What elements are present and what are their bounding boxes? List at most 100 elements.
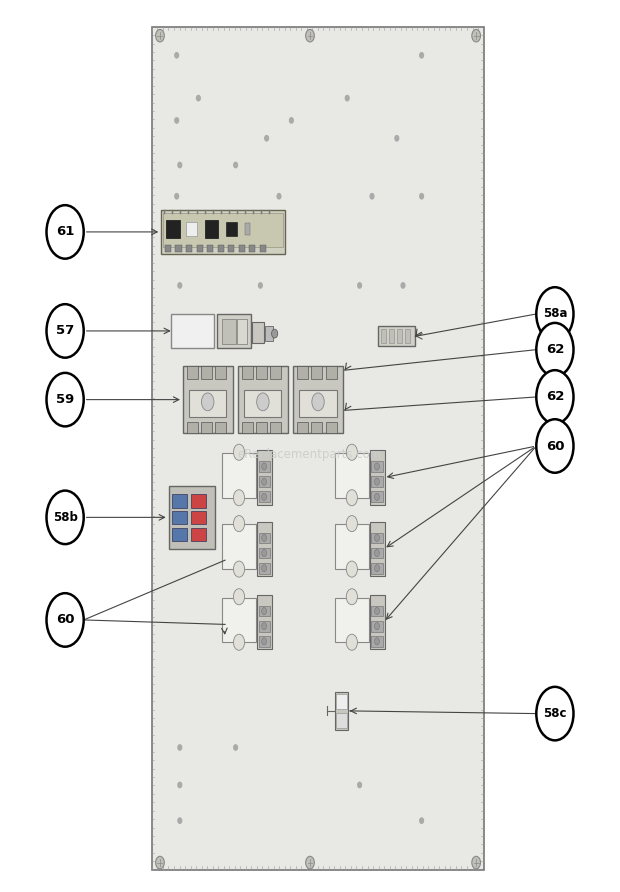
Circle shape <box>347 516 357 532</box>
Text: 60: 60 <box>56 614 74 626</box>
Circle shape <box>259 283 262 288</box>
Bar <box>191 511 206 524</box>
Bar <box>257 450 272 505</box>
Bar <box>201 422 212 433</box>
Bar <box>378 326 415 346</box>
Circle shape <box>265 136 268 141</box>
Circle shape <box>46 593 84 647</box>
Circle shape <box>374 623 379 630</box>
Bar <box>186 245 192 252</box>
Bar <box>336 694 347 709</box>
Bar <box>270 422 281 433</box>
Bar <box>371 621 383 632</box>
Circle shape <box>156 856 164 869</box>
Bar <box>239 245 245 252</box>
Bar <box>172 494 187 508</box>
Text: 59: 59 <box>56 393 74 406</box>
Bar <box>371 563 383 574</box>
Circle shape <box>234 162 237 168</box>
Bar <box>257 522 272 576</box>
Bar <box>183 366 232 433</box>
Bar <box>226 222 237 236</box>
Bar <box>215 422 226 433</box>
Text: 62: 62 <box>546 343 564 356</box>
Bar <box>311 422 322 433</box>
Bar <box>187 366 198 379</box>
Bar <box>405 329 410 343</box>
Circle shape <box>347 561 357 577</box>
Circle shape <box>178 782 182 788</box>
Bar <box>197 245 203 252</box>
Circle shape <box>395 136 399 141</box>
Text: 62: 62 <box>546 391 564 403</box>
Text: 58b: 58b <box>53 511 78 524</box>
Circle shape <box>262 478 267 485</box>
Circle shape <box>374 493 379 500</box>
Circle shape <box>262 493 267 500</box>
Circle shape <box>234 745 237 750</box>
Bar <box>218 245 224 252</box>
Bar <box>259 533 270 543</box>
Circle shape <box>197 95 200 101</box>
Bar <box>371 606 383 616</box>
Circle shape <box>374 565 379 572</box>
Circle shape <box>536 323 574 376</box>
Circle shape <box>46 205 84 259</box>
Circle shape <box>257 392 269 411</box>
Bar <box>222 453 256 498</box>
Bar <box>175 245 182 252</box>
Bar <box>217 314 251 348</box>
Circle shape <box>178 162 182 168</box>
Bar <box>259 606 270 616</box>
Circle shape <box>46 304 84 358</box>
Circle shape <box>312 392 324 411</box>
Circle shape <box>374 638 379 645</box>
Circle shape <box>347 634 357 650</box>
Circle shape <box>472 856 480 869</box>
Bar <box>311 366 322 379</box>
Circle shape <box>306 856 314 869</box>
Circle shape <box>290 118 293 123</box>
Bar <box>259 491 270 502</box>
Bar <box>371 636 383 647</box>
Bar <box>222 524 256 569</box>
Circle shape <box>175 53 179 58</box>
Circle shape <box>175 118 179 123</box>
Bar <box>256 366 267 379</box>
Circle shape <box>262 534 267 541</box>
Text: 60: 60 <box>546 440 564 452</box>
Bar <box>371 461 383 472</box>
Bar <box>215 366 226 379</box>
Bar <box>187 422 198 433</box>
Circle shape <box>401 283 405 288</box>
Bar <box>161 210 285 254</box>
Circle shape <box>262 623 267 630</box>
Bar <box>169 486 215 549</box>
Bar <box>257 595 272 649</box>
Circle shape <box>262 607 267 615</box>
Bar <box>326 422 337 433</box>
Bar <box>297 422 308 433</box>
Bar <box>165 245 171 252</box>
Circle shape <box>233 444 245 460</box>
Bar <box>245 223 250 235</box>
Bar <box>335 524 369 569</box>
Bar <box>389 329 394 343</box>
Circle shape <box>536 370 574 424</box>
Circle shape <box>358 283 361 288</box>
Bar <box>191 494 206 508</box>
Bar <box>207 245 213 252</box>
Bar <box>259 461 270 472</box>
Bar <box>170 314 214 348</box>
Bar <box>336 713 347 728</box>
Bar <box>297 366 308 379</box>
Circle shape <box>262 638 267 645</box>
Text: 57: 57 <box>56 325 74 337</box>
Bar <box>259 476 270 487</box>
Bar <box>242 422 253 433</box>
Bar <box>249 245 255 252</box>
Circle shape <box>536 687 574 740</box>
Bar <box>259 548 270 558</box>
Bar <box>259 621 270 632</box>
Bar <box>172 528 187 541</box>
